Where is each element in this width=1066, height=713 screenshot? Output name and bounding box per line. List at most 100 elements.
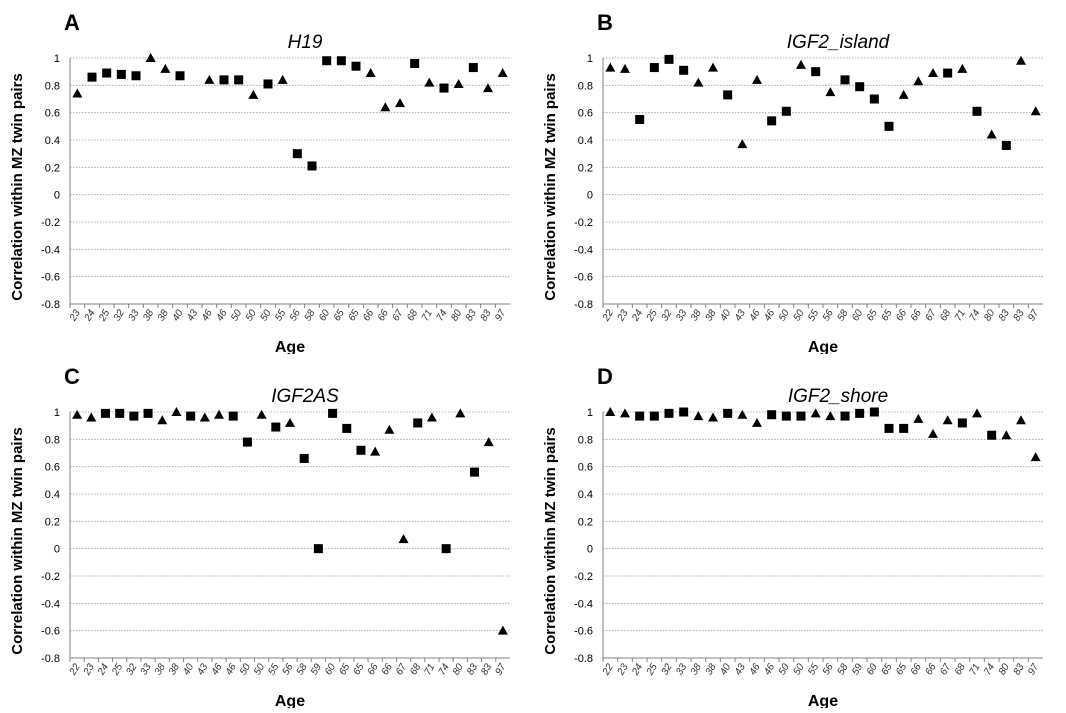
x-tick-label: 59: [309, 662, 324, 678]
x-tick-label: 65: [894, 662, 909, 678]
x-tick-label: 40: [171, 308, 186, 324]
y-tick-label: 0: [587, 544, 593, 556]
x-tick-label: 66: [361, 308, 376, 324]
y-tick-label: -0.6: [41, 626, 60, 638]
data-point-square: [679, 65, 689, 75]
data-point-square: [219, 75, 229, 85]
data-point-triangle: [199, 412, 210, 422]
data-point-triangle: [605, 407, 616, 416]
y-tick-label: 0.8: [578, 434, 593, 446]
x-tick-label: 24: [82, 308, 98, 324]
data-point-triangle: [620, 63, 630, 73]
y-tick-label: 0.6: [578, 462, 593, 474]
data-point-square: [336, 56, 346, 66]
y-tick-label: -0.2: [41, 571, 60, 583]
x-tick-label: 23: [615, 308, 631, 324]
data-point-triangle: [426, 412, 437, 422]
x-tick-label: 58: [836, 662, 851, 678]
y-tick-label: -0.6: [574, 626, 593, 638]
x-tick-label: 83: [479, 662, 494, 678]
x-tick-label: 66: [924, 662, 939, 678]
x-tick-label: 83: [1012, 662, 1027, 678]
x-tick-label: 68: [953, 662, 968, 678]
x-tick-label: 50: [792, 662, 807, 678]
data-point-square: [664, 54, 674, 64]
y-tick-label: -0.8: [574, 653, 593, 665]
y-tick-label: 1: [54, 407, 60, 419]
data-point-square: [664, 408, 674, 418]
data-point-square: [855, 82, 865, 92]
chart-panel-c: C IGF2AS -0.8 -0.6 -0.4 -0.2 0 0.2 0.4 0.6 0.8 1 22 2…: [0, 354, 533, 710]
x-tick-label: 83: [997, 308, 1012, 324]
x-tick-label: 33: [127, 308, 142, 324]
y-axis-label: Correlation within MZ twin pairs: [9, 73, 26, 301]
x-tick-label: 80: [449, 308, 464, 324]
data-point-triangle: [986, 129, 997, 139]
data-point-triangle: [86, 412, 97, 422]
data-point-triangle: [256, 409, 267, 419]
data-point-square: [271, 422, 281, 432]
data-point-square: [234, 75, 244, 85]
y-tick-label: 0.4: [578, 489, 593, 501]
data-point-square: [855, 408, 865, 418]
data-point-triangle: [160, 63, 171, 73]
x-tick-label: 32: [112, 308, 127, 324]
x-tick-label: 56: [281, 662, 296, 678]
data-point-triangle: [928, 68, 938, 78]
x-tick-label: 38: [167, 662, 182, 678]
data-point-square: [869, 94, 879, 104]
data-point-square: [723, 408, 733, 418]
data-point-square: [468, 63, 478, 73]
x-tick-label: 66: [366, 662, 381, 678]
x-tick-label: 23: [615, 662, 631, 678]
x-tick-label: 74: [968, 308, 983, 324]
data-point-triangle: [972, 408, 982, 418]
data-point-square: [299, 453, 309, 463]
x-tick-label: 50: [259, 308, 274, 324]
x-tick-label: 83: [1012, 308, 1027, 324]
panel-letter: D: [597, 364, 613, 389]
x-tick-label: 66: [894, 308, 909, 324]
x-tick-label: 46: [200, 308, 215, 324]
x-tick-label: 65: [337, 662, 352, 678]
data-point-square: [228, 411, 238, 421]
x-tick-label: 22: [600, 308, 616, 324]
x-tick-label: 68: [408, 662, 423, 678]
x-tick-label: 25: [110, 662, 126, 678]
data-point-square: [635, 411, 645, 421]
x-tick-label: 43: [195, 662, 210, 678]
data-point-square: [767, 410, 777, 420]
x-tick-label: 25: [644, 308, 660, 324]
data-point-square: [129, 411, 139, 421]
data-point-triangle: [365, 68, 376, 78]
x-tick-label: 43: [185, 308, 200, 324]
y-tick-label: 0.2: [578, 516, 593, 528]
data-point-square: [957, 418, 967, 428]
x-tick-label: 58: [303, 308, 318, 324]
x-tick-label: 80: [997, 662, 1012, 678]
y-tick-label: 0.8: [45, 80, 60, 92]
data-point-square: [884, 423, 894, 433]
x-axis-label: Age: [808, 693, 838, 708]
data-point-triangle: [497, 68, 508, 78]
y-axis-label: Correlation within MZ twin pairs: [9, 427, 26, 655]
panel-letter: A: [64, 10, 80, 35]
data-point-triangle: [913, 76, 924, 86]
data-point-triangle: [214, 409, 225, 419]
data-point-square: [439, 83, 449, 93]
x-tick-label: 60: [317, 308, 332, 324]
data-point-square: [292, 149, 302, 159]
y-tick-label: -0.6: [574, 272, 593, 284]
x-tick-label: 32: [660, 662, 675, 678]
data-point-triangle: [380, 102, 391, 112]
x-tick-label: 46: [762, 308, 777, 324]
data-point-triangle: [453, 78, 464, 88]
x-tick-label: 24: [630, 308, 646, 324]
y-tick-label: -0.2: [574, 571, 593, 583]
x-tick-label: 46: [215, 308, 230, 324]
y-tick-label: -0.4: [41, 244, 60, 256]
x-tick-label: 24: [95, 662, 111, 678]
chart-title: IGF2_shore: [788, 386, 888, 407]
data-point-triangle: [693, 411, 704, 421]
